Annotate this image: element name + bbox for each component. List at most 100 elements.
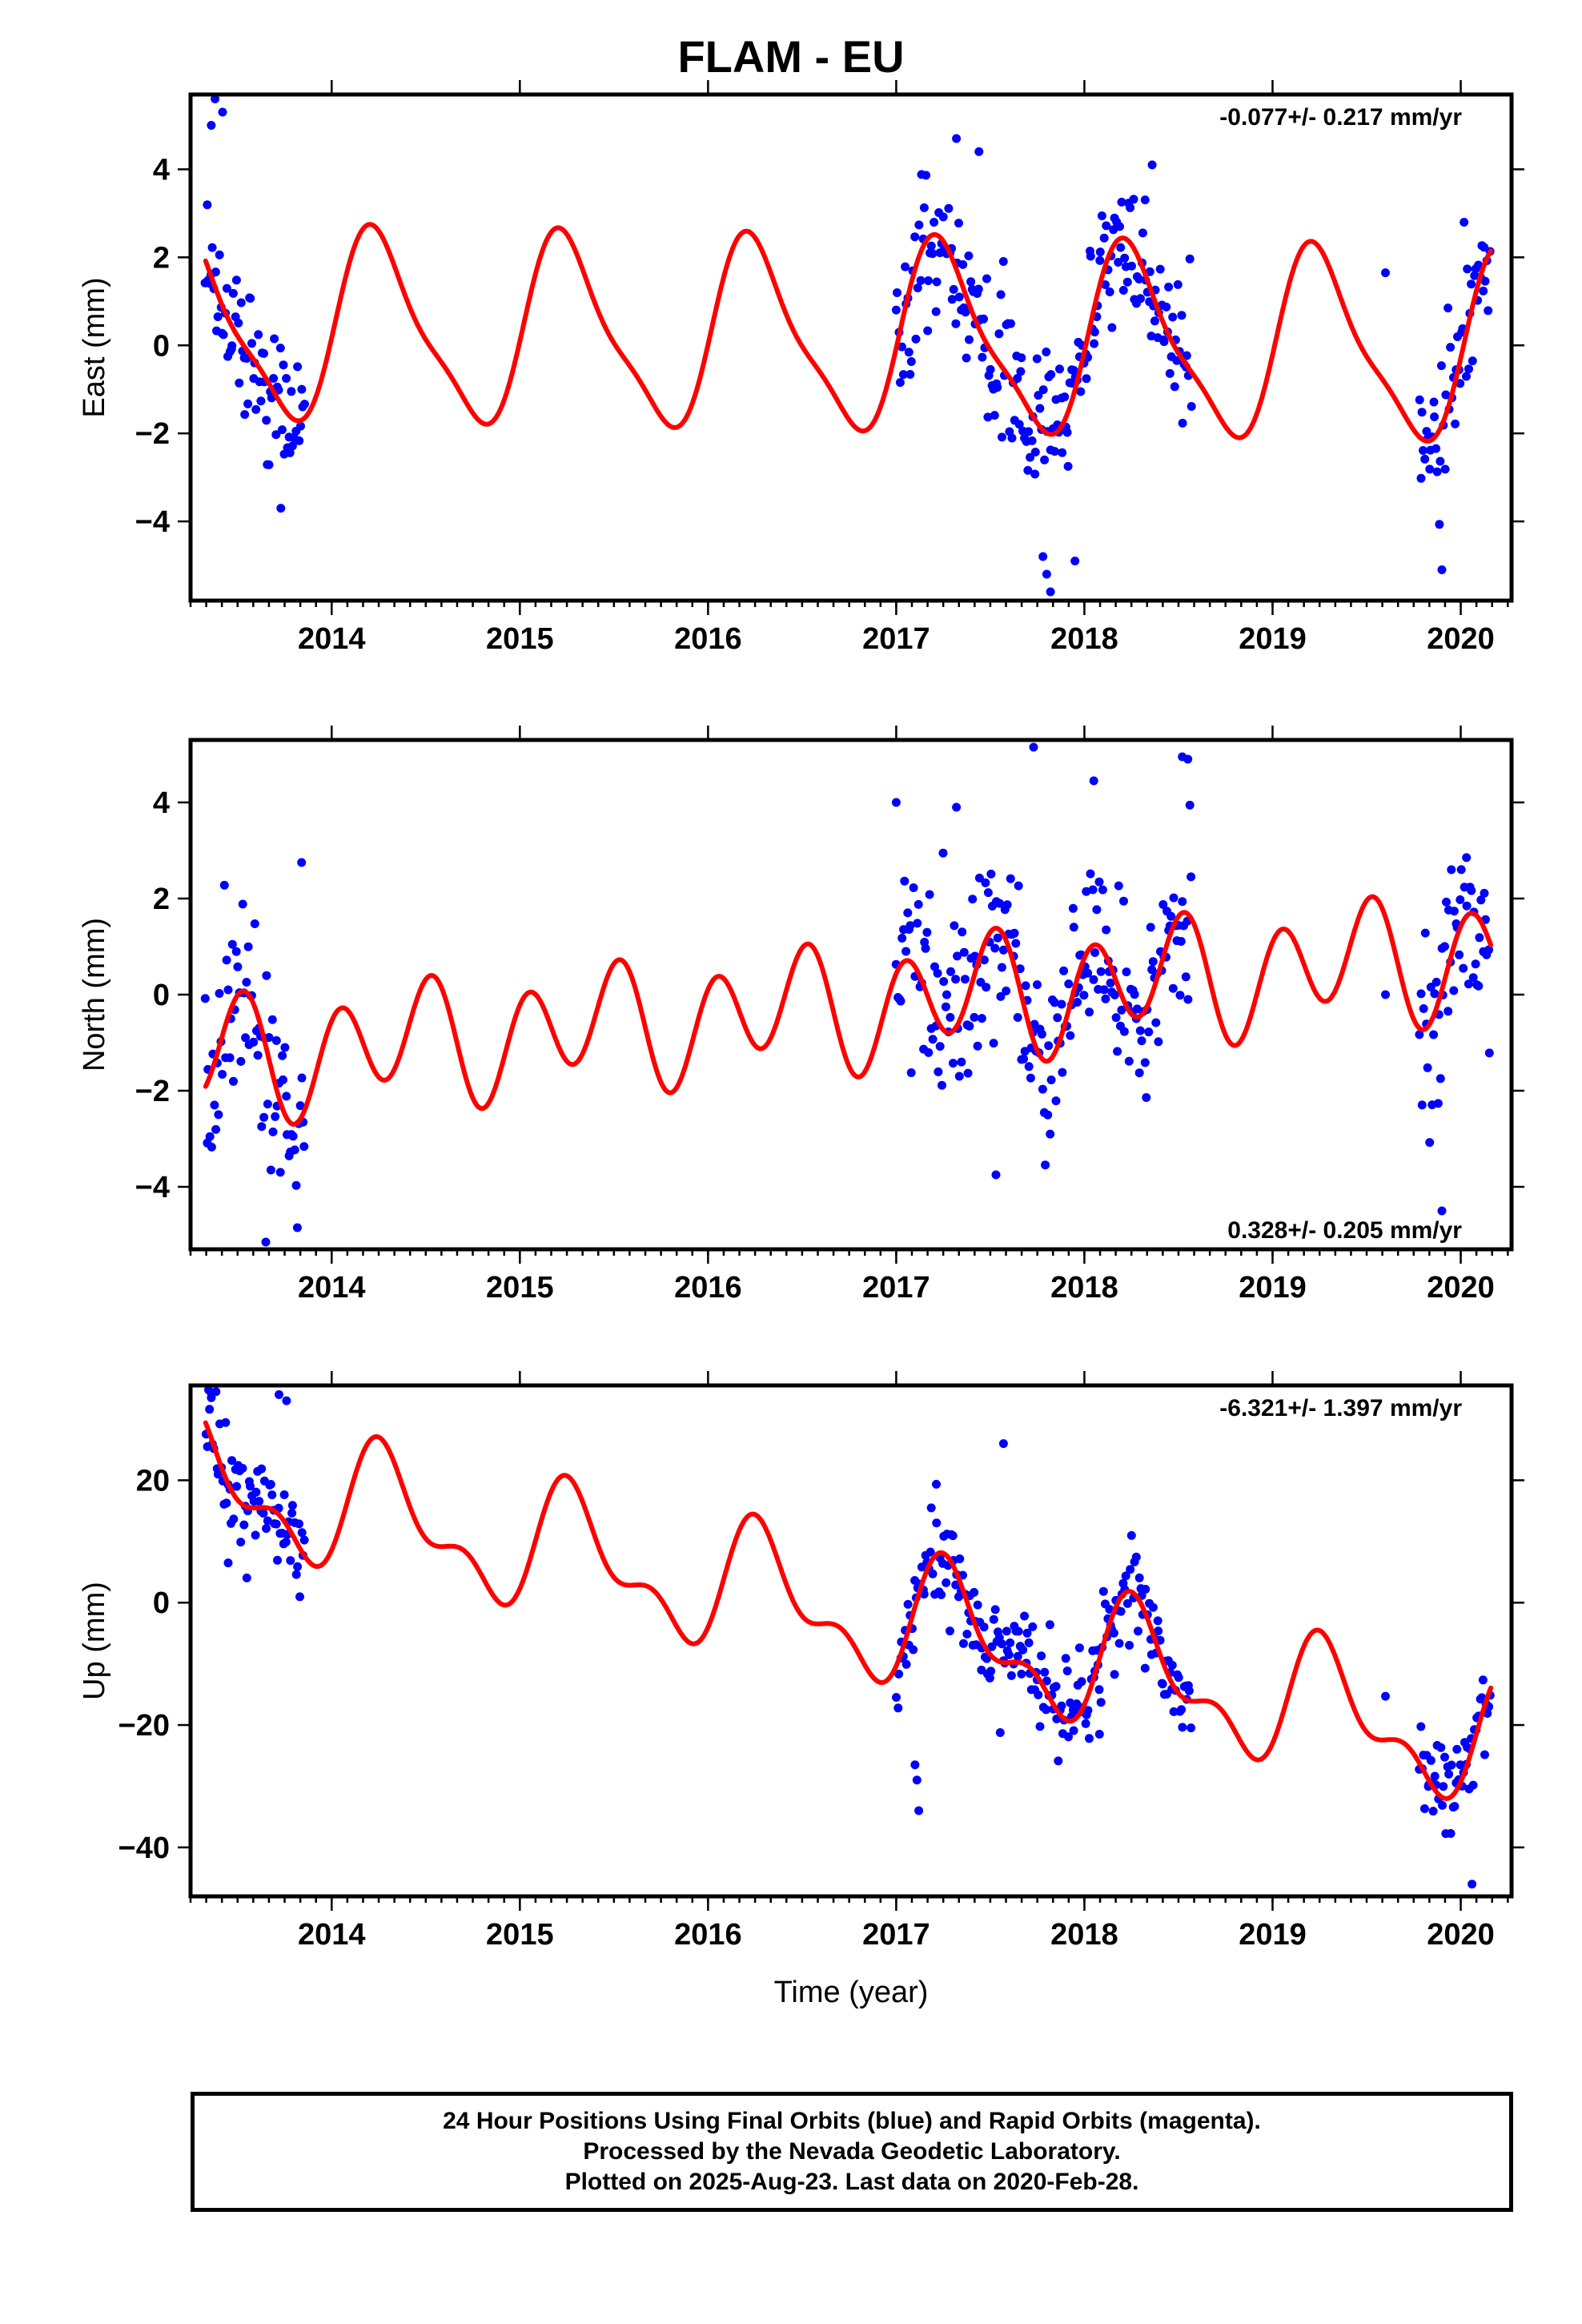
data-point — [974, 873, 984, 883]
data-point — [954, 1072, 964, 1081]
data-point — [211, 1124, 221, 1134]
data-point — [1041, 1160, 1050, 1170]
data-point — [1107, 323, 1117, 332]
data-point — [913, 919, 922, 928]
y-tick-label: −40 — [118, 1831, 170, 1865]
data-point — [1134, 275, 1144, 283]
data-point — [1030, 448, 1040, 456]
data-point — [297, 384, 307, 394]
data-point — [1178, 418, 1187, 428]
data-point — [998, 1439, 1008, 1449]
y-tick-label: −20 — [118, 1709, 170, 1743]
data-point — [1061, 1654, 1070, 1663]
data-point — [1064, 979, 1074, 989]
data-point — [1464, 364, 1473, 374]
data-point — [1474, 981, 1484, 991]
data-point — [1455, 950, 1464, 959]
data-point — [1057, 999, 1066, 1009]
data-point — [925, 890, 934, 899]
data-point — [218, 1070, 227, 1079]
data-point — [1119, 896, 1128, 906]
data-point — [259, 1509, 268, 1518]
data-point — [996, 290, 1006, 300]
data-point — [1002, 900, 1012, 910]
data-point — [1073, 998, 1082, 1007]
data-point — [1135, 1026, 1145, 1035]
data-point — [232, 1482, 242, 1491]
data-point — [962, 1630, 972, 1638]
data-point — [1130, 990, 1139, 999]
data-point — [1081, 1719, 1090, 1728]
panel-up: 2014 2015 2016 2017 2018 2019 2020 −40 −20 0 20 Up … — [78, 1371, 1524, 2009]
data-point — [1186, 402, 1196, 411]
data-point — [1417, 1100, 1427, 1110]
data-point — [1023, 465, 1033, 475]
data-point — [261, 1237, 271, 1247]
y-tick-label: 20 — [136, 1464, 170, 1498]
data-point — [991, 1170, 1001, 1180]
data-point — [1134, 1068, 1144, 1078]
data-point — [1038, 1084, 1047, 1094]
data-point — [1033, 980, 1042, 990]
data-point — [1042, 348, 1051, 356]
data-point — [990, 411, 999, 420]
data-point — [1013, 374, 1022, 383]
data-point — [906, 357, 916, 366]
data-point — [954, 292, 964, 302]
data-point — [1165, 368, 1174, 378]
y-tick-label: −2 — [135, 417, 170, 451]
data-point — [979, 955, 989, 965]
data-point — [903, 1599, 913, 1609]
data-point — [1471, 959, 1480, 969]
data-point — [1014, 420, 1024, 429]
data-point — [942, 990, 951, 999]
data-point — [1430, 1771, 1439, 1781]
x-tick-label: 2014 — [298, 1918, 366, 1952]
data-point — [1058, 448, 1067, 457]
data-point — [1042, 1705, 1051, 1715]
data-point — [993, 383, 1002, 392]
data-point — [207, 121, 216, 130]
data-point — [255, 1497, 264, 1506]
data-point — [932, 277, 942, 287]
data-point — [1051, 1096, 1061, 1106]
data-point — [952, 134, 962, 143]
data-point — [970, 1587, 979, 1597]
data-point — [937, 1590, 946, 1599]
data-point — [267, 1490, 277, 1500]
y-tick-label: 0 — [153, 329, 170, 363]
data-point — [1089, 975, 1098, 984]
x-tick-label: 2015 — [486, 1918, 554, 1952]
data-point — [946, 1626, 954, 1636]
data-point — [1177, 1705, 1186, 1715]
data-point — [989, 1039, 998, 1048]
caption-line-1: 24 Hour Positions Using Final Orbits (bl… — [443, 2108, 1261, 2134]
data-point — [223, 1558, 233, 1568]
data-point — [228, 288, 238, 298]
data-point — [1144, 1027, 1154, 1037]
data-point — [924, 1047, 934, 1057]
data-point — [1037, 1029, 1046, 1039]
data-point — [1419, 1804, 1429, 1813]
data-point — [238, 899, 247, 909]
data-point — [247, 339, 256, 348]
data-point — [916, 275, 926, 285]
rate-annotation: -6.321+/- 1.397 mm/yr — [1219, 1395, 1462, 1421]
data-point — [997, 963, 1006, 972]
data-point — [239, 1520, 249, 1530]
data-point — [1159, 337, 1169, 347]
data-point — [257, 1464, 267, 1474]
data-point — [938, 212, 948, 222]
data-point — [1146, 923, 1155, 932]
data-point — [1435, 1074, 1445, 1084]
data-point — [1032, 354, 1042, 364]
data-point — [277, 425, 287, 435]
model-curve — [203, 894, 1494, 1127]
data-point — [1462, 901, 1472, 911]
data-point — [262, 1524, 271, 1534]
data-point — [1026, 452, 1035, 462]
data-point — [1153, 1616, 1162, 1626]
data-point — [955, 1554, 965, 1563]
y-tick-label: 2 — [153, 883, 170, 916]
data-point — [910, 232, 920, 242]
